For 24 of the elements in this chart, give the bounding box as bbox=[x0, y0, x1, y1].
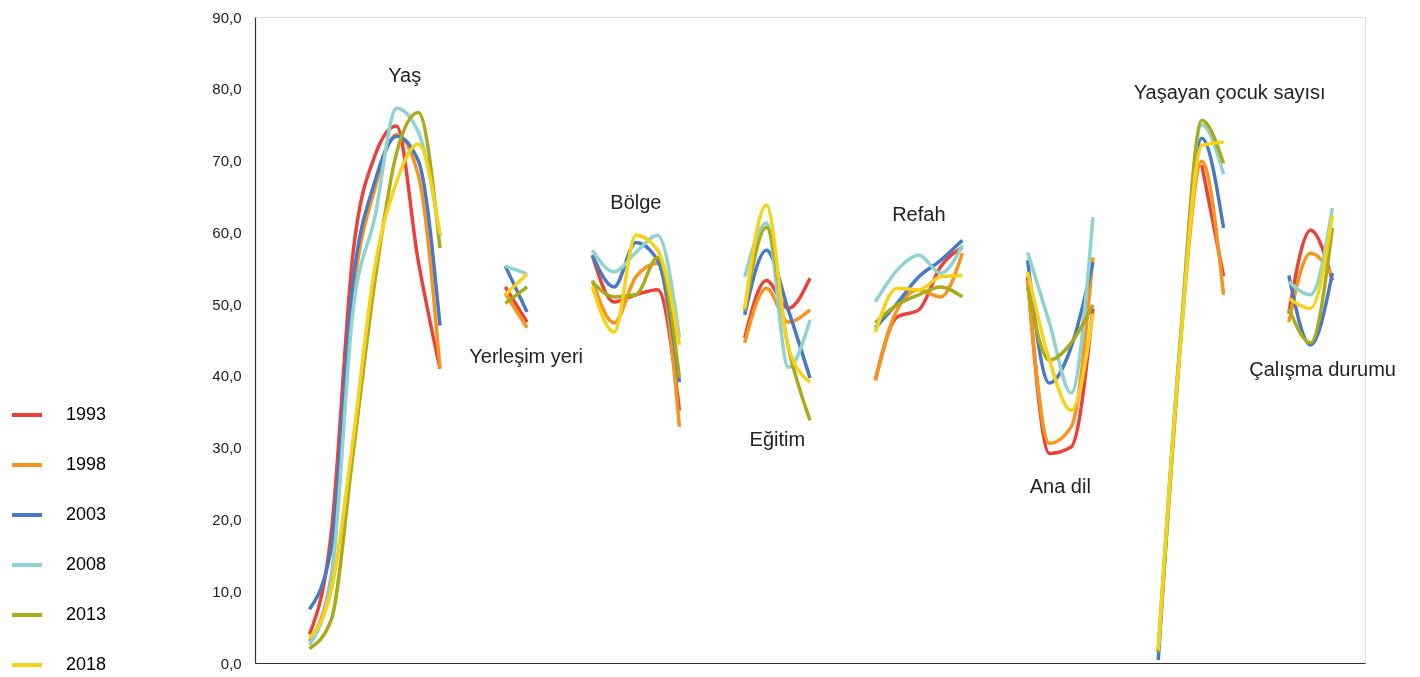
y-tick-label: 80,0 bbox=[212, 80, 242, 98]
annotation: Eğitim bbox=[749, 428, 806, 450]
y-tick-label: 40,0 bbox=[212, 367, 242, 385]
legend-label: 1993 bbox=[66, 404, 107, 424]
legend-label: 2018 bbox=[66, 654, 107, 674]
annotation: Yerleşim yeri bbox=[469, 345, 584, 367]
y-tick-label: 50,0 bbox=[212, 295, 242, 313]
annotation: Refah bbox=[892, 203, 946, 225]
legend-label: 2003 bbox=[66, 504, 107, 524]
y-tick-label: 90,0 bbox=[212, 8, 242, 26]
legend-label: 2008 bbox=[66, 554, 107, 574]
legend-label: 2013 bbox=[66, 604, 107, 624]
y-tick-label: 70,0 bbox=[212, 152, 242, 170]
annotation: Çalışma durumu bbox=[1249, 358, 1396, 380]
annotation: Ana dil bbox=[1029, 475, 1091, 497]
y-tick-label: 60,0 bbox=[212, 223, 242, 241]
y-tick-label: 30,0 bbox=[212, 439, 242, 457]
y-tick-label: 0,0 bbox=[220, 654, 242, 672]
annotation: Yaşayan çocuk sayısı bbox=[1133, 81, 1326, 103]
y-tick-label: 10,0 bbox=[212, 582, 242, 600]
y-tick-label: 20,0 bbox=[212, 510, 242, 528]
annotation: Yaş bbox=[388, 64, 422, 86]
annotation: Bölge bbox=[610, 191, 662, 213]
legend-label: 1998 bbox=[66, 454, 107, 474]
